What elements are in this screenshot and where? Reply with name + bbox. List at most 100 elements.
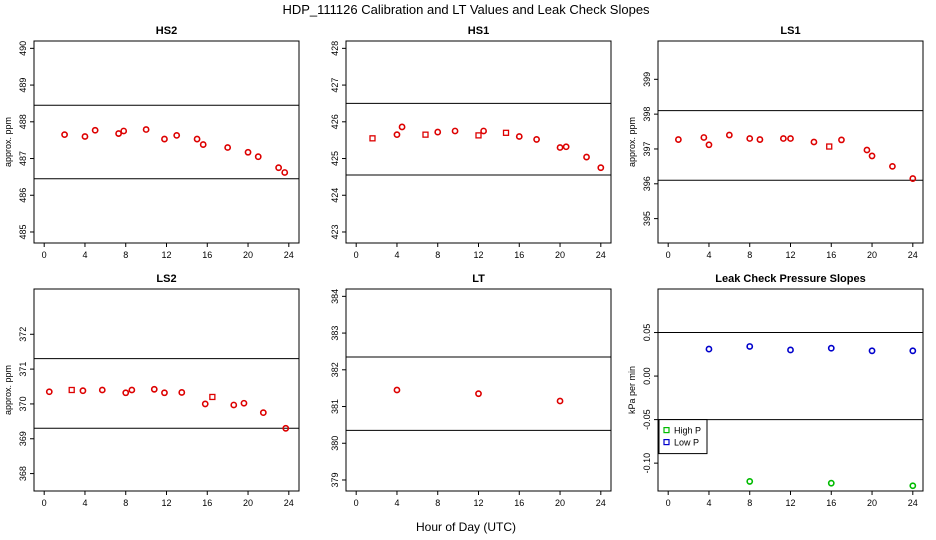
data-point-circle bbox=[434, 128, 442, 136]
legend-label: High P bbox=[674, 426, 701, 436]
x-tick-label: 12 bbox=[161, 250, 171, 260]
panel-title: LT bbox=[472, 273, 485, 285]
legend-swatch bbox=[663, 439, 670, 446]
data-point-circle bbox=[98, 386, 106, 394]
y-tick-label: 424 bbox=[330, 188, 340, 203]
data-point-square bbox=[422, 131, 429, 138]
x-tick-label: 8 bbox=[747, 498, 752, 508]
data-point-circle bbox=[705, 345, 713, 353]
data-point-circle bbox=[863, 146, 871, 154]
y-axis-label: kPa per min bbox=[627, 366, 637, 414]
data-point-circle bbox=[193, 135, 201, 143]
x-tick-label: 8 bbox=[435, 250, 440, 260]
plot-frame bbox=[345, 288, 612, 492]
x-tick-label: 8 bbox=[435, 498, 440, 508]
data-point-circle bbox=[562, 143, 570, 151]
data-point-circle bbox=[746, 135, 754, 142]
x-tick-label: 0 bbox=[42, 250, 47, 260]
y-axis-label: approx. ppm bbox=[3, 365, 13, 415]
figure-title: HDP_111126 Calibration and LT Values and… bbox=[282, 2, 650, 17]
y-tick-label: 423 bbox=[330, 224, 340, 239]
x-tick-label: 0 bbox=[666, 498, 671, 508]
data-point-circle bbox=[142, 126, 150, 133]
y-tick-label: 0.05 bbox=[642, 324, 652, 342]
data-point-circle bbox=[45, 388, 53, 396]
plot-frame bbox=[33, 40, 300, 244]
x-tick-label: 0 bbox=[42, 498, 47, 508]
data-point-circle bbox=[199, 141, 207, 148]
panel-title: HS1 bbox=[468, 25, 489, 37]
data-point-circle bbox=[725, 131, 733, 139]
data-point-circle bbox=[393, 131, 401, 139]
x-tick-label: 0 bbox=[354, 498, 359, 508]
y-tick-label: -0.10 bbox=[642, 453, 652, 474]
legend-label: Low P bbox=[674, 438, 699, 448]
data-point-square bbox=[369, 135, 376, 142]
y-tick-label: 395 bbox=[642, 211, 652, 226]
data-point-circle bbox=[746, 343, 754, 350]
data-point-circle bbox=[480, 127, 487, 135]
panel-4: LS2 0 4 8 12 16 20 24 368 369 370 371 372 approx. ppm bbox=[3, 273, 300, 508]
panel-3: LS1 0 4 8 12 16 20 24 395 396 397 398 399 approx. ppm bbox=[627, 25, 924, 260]
data-point-circle bbox=[700, 134, 708, 141]
y-axis-label: approx. ppm bbox=[3, 117, 13, 167]
y-tick-label: 396 bbox=[642, 176, 652, 191]
data-point-square bbox=[826, 143, 833, 150]
data-point-circle bbox=[583, 153, 590, 161]
data-point-circle bbox=[674, 136, 682, 143]
data-point-circle bbox=[810, 138, 818, 146]
x-tick-label: 12 bbox=[473, 250, 483, 260]
x-tick-label: 20 bbox=[867, 498, 877, 508]
y-tick-label: 490 bbox=[18, 41, 28, 56]
data-point-circle bbox=[787, 346, 794, 354]
y-tick-label: 488 bbox=[18, 114, 28, 129]
x-tick-label: 0 bbox=[354, 250, 359, 260]
data-point-circle bbox=[787, 135, 794, 142]
data-point-circle bbox=[556, 144, 564, 151]
x-tick-label: 24 bbox=[284, 250, 294, 260]
data-point-circle bbox=[240, 399, 248, 407]
data-point-circle bbox=[515, 133, 523, 140]
y-tick-label: 381 bbox=[330, 399, 340, 414]
x-tick-label: 16 bbox=[202, 250, 212, 260]
y-tick-label: 384 bbox=[330, 289, 340, 304]
x-tick-label: 24 bbox=[596, 250, 606, 260]
data-point-circle bbox=[827, 479, 835, 487]
panel-title: HS2 bbox=[156, 25, 177, 37]
panel-6: Leak Check Pressure Slopes 0 4 8 12 16 20 24 -0.… bbox=[627, 273, 924, 508]
data-point-circle bbox=[81, 133, 89, 140]
data-point-circle bbox=[281, 169, 289, 176]
x-tick-label: 4 bbox=[82, 498, 87, 508]
panel-2: HS1 0 4 8 12 16 20 24 423 424 425 426 427 428 bbox=[330, 25, 612, 260]
legend-box bbox=[658, 419, 708, 455]
y-tick-label: 371 bbox=[18, 362, 28, 377]
x-tick-label: 4 bbox=[394, 250, 399, 260]
data-point-circle bbox=[161, 389, 168, 397]
data-point-circle bbox=[909, 482, 917, 490]
x-tick-label: 20 bbox=[867, 250, 877, 260]
data-point-circle bbox=[128, 386, 136, 394]
data-point-circle bbox=[115, 130, 122, 137]
y-tick-label: 380 bbox=[330, 436, 340, 451]
y-tick-label: 427 bbox=[330, 78, 340, 93]
data-point-circle bbox=[868, 152, 876, 160]
data-point-circle bbox=[61, 131, 68, 139]
x-tick-label: 8 bbox=[747, 250, 752, 260]
x-tick-label: 24 bbox=[284, 498, 294, 508]
data-point-circle bbox=[889, 162, 896, 170]
y-tick-label: 382 bbox=[330, 362, 340, 377]
x-tick-label: 0 bbox=[666, 250, 671, 260]
panel-1: HS2 0 4 8 12 16 20 24 485 486 487 488 489 490 approx. … bbox=[3, 25, 300, 260]
data-point-circle bbox=[779, 135, 787, 142]
data-point-circle bbox=[398, 123, 406, 131]
data-point-circle bbox=[827, 344, 835, 352]
y-tick-label: 383 bbox=[330, 326, 340, 341]
x-tick-label: 20 bbox=[243, 498, 253, 508]
x-tick-label: 16 bbox=[514, 498, 524, 508]
data-point-circle bbox=[393, 386, 401, 394]
data-point-circle bbox=[475, 390, 482, 398]
x-tick-label: 8 bbox=[123, 250, 128, 260]
plot-frame bbox=[657, 40, 924, 244]
x-tick-label: 24 bbox=[908, 498, 918, 508]
